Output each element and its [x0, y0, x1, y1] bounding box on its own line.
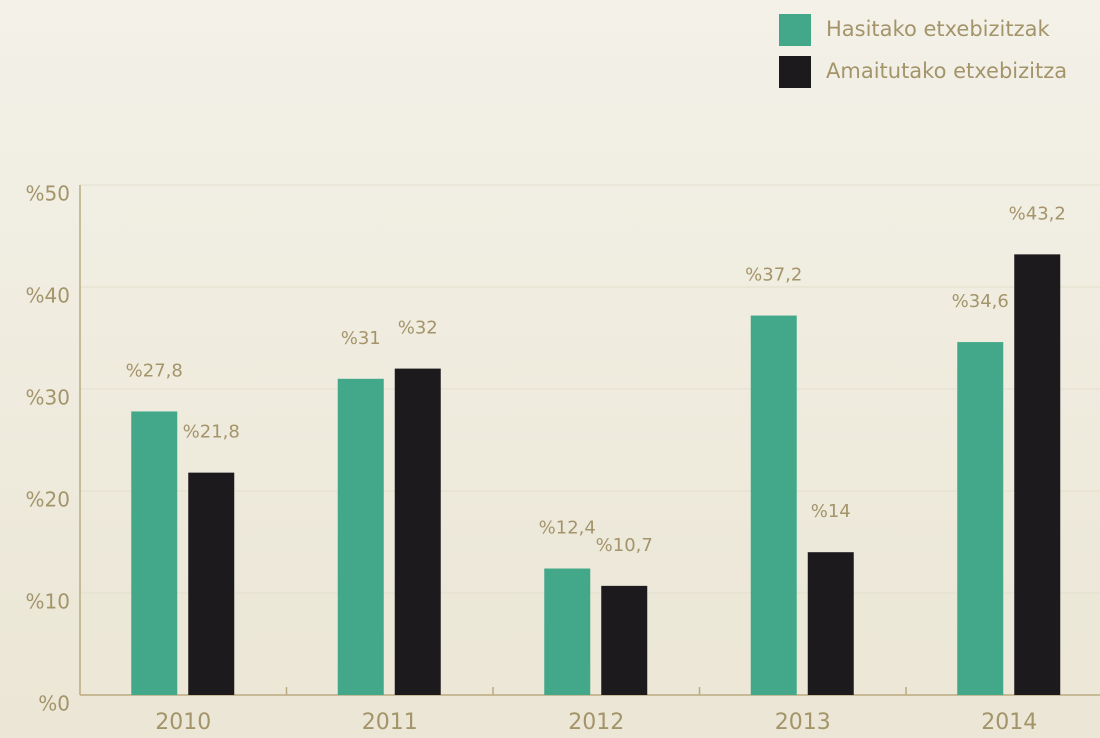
value-label: %32	[398, 318, 438, 339]
value-label: %21,8	[183, 422, 240, 443]
value-label: %34,6	[952, 291, 1009, 312]
legend-label: Hasitako etxebizitzak	[826, 17, 1050, 41]
x-tick-label: 2014	[981, 710, 1037, 735]
bar	[807, 552, 854, 695]
y-tick-label: %40	[26, 284, 70, 308]
bar	[750, 315, 797, 695]
bar	[1014, 254, 1061, 696]
bar	[601, 585, 648, 695]
y-tick-label: %0	[38, 692, 70, 716]
value-label: %31	[341, 328, 381, 349]
value-label: %12,4	[539, 518, 596, 539]
legend-swatch	[779, 14, 811, 46]
bar	[957, 342, 1004, 695]
bar	[544, 568, 591, 695]
bar	[131, 411, 178, 695]
x-tick-label: 2011	[362, 710, 418, 735]
value-label: %43,2	[1009, 203, 1066, 224]
bar	[337, 378, 384, 695]
legend-swatch	[779, 56, 811, 88]
value-label: %14	[811, 501, 851, 522]
bar	[394, 368, 441, 695]
y-tick-label: %50	[26, 182, 70, 206]
y-tick-label: %30	[26, 386, 70, 410]
value-label: %37,2	[745, 265, 802, 286]
bar	[188, 472, 235, 695]
value-label: %27,8	[126, 360, 183, 381]
x-tick-label: 2012	[568, 710, 624, 735]
x-tick-label: 2010	[155, 710, 211, 735]
value-label: %10,7	[596, 535, 653, 556]
y-tick-label: %10	[26, 590, 70, 614]
x-tick-label: 2013	[775, 710, 831, 735]
y-tick-label: %20	[26, 488, 70, 512]
legend-label: Amaitutako etxebizitza	[826, 59, 1067, 83]
